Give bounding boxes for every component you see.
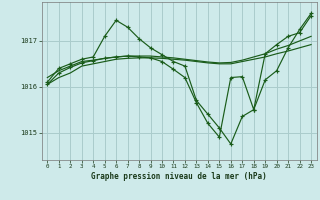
X-axis label: Graphe pression niveau de la mer (hPa): Graphe pression niveau de la mer (hPa) xyxy=(91,172,267,181)
